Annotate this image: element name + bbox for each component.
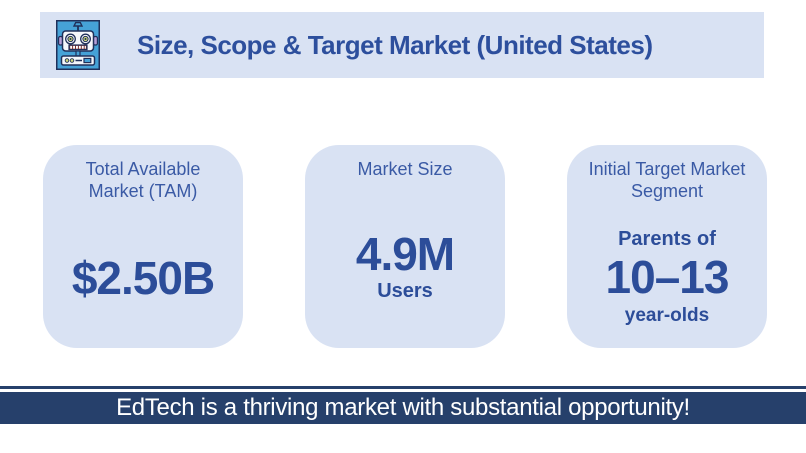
market-size-value: 4.9M: [355, 228, 455, 280]
card-heading: Total Available Market (TAM): [85, 159, 201, 201]
banner-text: EdTech is a thriving market with substan…: [116, 394, 690, 421]
bottom-banner: EdTech is a thriving market with substan…: [0, 392, 806, 424]
card-heading: Market Size: [357, 159, 453, 179]
target-segment-value: 10–13: [605, 251, 730, 303]
robot-icon: [56, 20, 100, 70]
card-total-available-market: Total Available Market (TAM) $2.50B: [43, 145, 243, 348]
card-heading: Initial Target Market Segment: [588, 159, 746, 201]
banner-top-rule: [0, 386, 806, 389]
stat-cards-row: Total Available Market (TAM) $2.50B Mark…: [43, 145, 767, 348]
card-initial-target-segment: Initial Target Market Segment Parents of…: [567, 145, 767, 348]
page-title: Size, Scope & Target Market (United Stat…: [137, 29, 653, 60]
tam-value: $2.50B: [71, 252, 215, 304]
market-size-unit: Users: [377, 280, 433, 303]
target-segment-suffix: year-olds: [624, 305, 710, 327]
header-bar: Size, Scope & Target Market (United Stat…: [40, 12, 764, 78]
card-market-size: Market Size 4.9M Users: [305, 145, 505, 348]
target-segment-prefix: Parents of: [618, 228, 716, 250]
